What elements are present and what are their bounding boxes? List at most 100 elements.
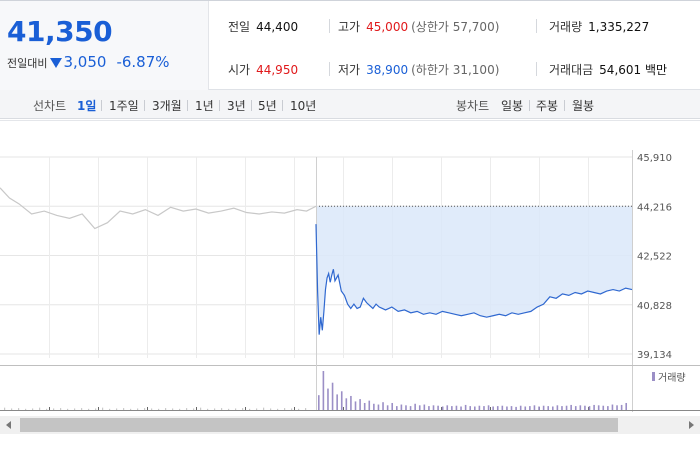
volume-bar — [242, 408, 244, 410]
y-tick-label: 44,216 — [637, 202, 672, 213]
volume-bar — [574, 406, 577, 410]
volume-legend-swatch — [652, 372, 655, 381]
volume-bar — [418, 405, 421, 410]
tab-separator — [219, 100, 220, 111]
info-extra: (하한가 31,100) — [411, 63, 500, 77]
volume-bar — [322, 371, 325, 410]
price-panel: 41,350 전일대비 3,050 -6.87% — [0, 1, 209, 90]
volume-bar — [25, 408, 27, 410]
volume-bar — [542, 405, 545, 410]
volume-bar — [327, 388, 329, 410]
info-key: 저가 — [338, 63, 361, 77]
tab-1week[interactable]: 1주일 — [109, 99, 139, 113]
tab-3month[interactable]: 3개월 — [152, 99, 182, 113]
volume-bar — [228, 408, 230, 410]
price-change: 전일대비 3,050 -6.87% — [7, 53, 170, 71]
tab-separator — [529, 100, 530, 111]
volume-bar — [620, 404, 623, 410]
volume-bar — [607, 406, 609, 410]
volume-bar — [249, 408, 251, 410]
volume-bar — [18, 408, 20, 410]
volume-bar — [492, 406, 494, 410]
volume-bar — [345, 398, 348, 410]
volume-bar — [437, 405, 439, 410]
tab-daily-candle[interactable]: 일봉 — [501, 99, 524, 113]
volume-bar — [561, 406, 563, 410]
info-key: 고가 — [338, 20, 361, 34]
volume-bar — [263, 407, 265, 410]
volume-bar — [423, 404, 426, 410]
info-key: 전일 — [228, 20, 251, 34]
tab-3year[interactable]: 3년 — [227, 99, 246, 113]
volume-bar — [151, 408, 153, 410]
chart-scrollbar[interactable] — [0, 416, 700, 434]
volume-bar — [373, 403, 375, 410]
volume-bar — [298, 408, 300, 410]
scroll-left-arrow-icon[interactable] — [6, 421, 11, 429]
volume-bar — [109, 408, 111, 410]
price-chart[interactable]: 45,910 44,216 42,522 40,828 39,134 거래량 — [0, 120, 700, 420]
volume-bar — [277, 408, 279, 410]
info-value: 54,601 백만 — [599, 63, 668, 77]
info-key: 거래대금 — [549, 63, 594, 77]
volume-bar — [270, 408, 272, 410]
tab-5year[interactable]: 5년 — [258, 99, 277, 113]
divider — [329, 62, 330, 76]
volume-bar — [474, 406, 476, 410]
volume-bar — [519, 405, 522, 410]
tab-separator — [251, 100, 252, 111]
info-low: 저가 38,900 (하한가 31,100) — [338, 61, 499, 78]
volume-bar — [428, 406, 430, 410]
tab-monthly-candle[interactable]: 월봉 — [572, 99, 595, 113]
volume-bar — [501, 405, 504, 410]
y-tick-label: 39,134 — [637, 350, 672, 361]
volume-bar — [552, 406, 554, 410]
volume-bar — [469, 406, 472, 410]
volume-bar — [179, 408, 181, 410]
info-value: 45,000 — [366, 20, 409, 34]
volume-bar — [144, 408, 146, 410]
volume-bar — [616, 405, 618, 410]
volume-bar — [291, 408, 293, 410]
volume-bar — [625, 402, 628, 410]
volume-bar — [515, 406, 517, 410]
volume-bar — [130, 408, 132, 410]
volume-bar — [53, 408, 55, 410]
divider — [536, 19, 537, 33]
volume-bar — [359, 399, 361, 410]
volume-bar — [396, 406, 398, 410]
volume-bar — [556, 405, 559, 410]
volume-bar — [46, 408, 48, 410]
tab-weekly-candle[interactable]: 주봉 — [536, 99, 559, 113]
volume-bar — [510, 406, 513, 410]
volume-bar — [386, 405, 389, 410]
volume-bar — [441, 406, 444, 410]
bottom-spacer — [0, 434, 700, 450]
scroll-thumb[interactable] — [20, 418, 618, 432]
change-amount: 3,050 — [63, 53, 107, 71]
volume-bar — [305, 408, 307, 410]
volume-bar — [284, 408, 286, 410]
tab-10year[interactable]: 10년 — [290, 99, 317, 113]
tab-1year[interactable]: 1년 — [195, 99, 214, 113]
volume-bar — [39, 407, 41, 410]
tab-1day[interactable]: 1일 — [77, 99, 97, 113]
scroll-right-arrow-icon[interactable] — [689, 421, 694, 429]
volume-bar — [214, 408, 216, 410]
current-price: 41,350 — [7, 15, 113, 48]
volume-bar — [593, 404, 595, 410]
volume-bar — [336, 394, 338, 410]
chart-lines — [0, 187, 633, 335]
volume-bar — [193, 408, 195, 410]
tab-separator — [564, 100, 565, 111]
info-prev-close: 전일 44,400 — [228, 18, 298, 35]
info-value: 44,400 — [256, 20, 299, 34]
y-tick-label: 42,522 — [637, 252, 672, 263]
today-fill-area — [316, 206, 632, 335]
volume-bar — [102, 407, 104, 410]
change-label: 전일대비 — [7, 57, 48, 70]
today-price-line — [315, 224, 633, 335]
volume-bar — [529, 406, 531, 410]
line-chart-label: 선차트 — [33, 99, 67, 113]
volume-bar — [597, 405, 600, 410]
